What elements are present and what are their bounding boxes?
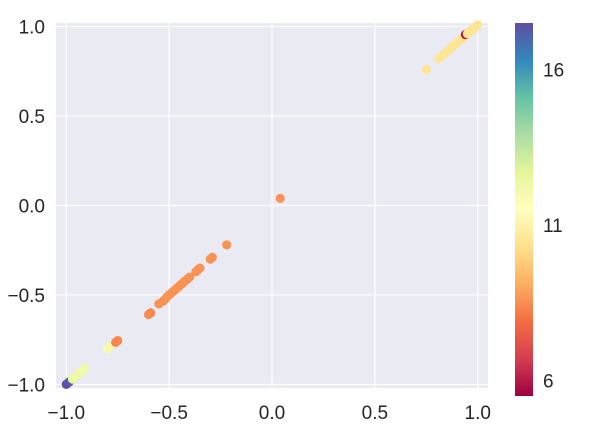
colorbar	[515, 23, 533, 396]
data-point	[207, 252, 217, 262]
data-point	[146, 308, 156, 318]
data-points	[61, 20, 483, 390]
data-point	[275, 193, 285, 203]
data-point	[222, 240, 232, 250]
data-point	[113, 335, 123, 346]
data-point	[421, 64, 431, 75]
x-tick-label: −1.0	[48, 403, 86, 424]
colorbar-ticks: 6 11 16	[543, 61, 564, 393]
x-axis-ticks: −1.0 −0.5 0.0 0.5 1.0	[48, 403, 491, 424]
data-point	[473, 20, 483, 30]
x-tick-label: 0.0	[259, 403, 285, 424]
colorbar-tick-label: 11	[543, 216, 563, 237]
colorbar-tick-label: 6	[543, 371, 554, 392]
grid-lines	[56, 23, 488, 388]
y-tick-label: 0.5	[19, 107, 45, 128]
colorbar-tick-label: 16	[543, 61, 564, 82]
data-point	[195, 263, 205, 273]
y-tick-label: −0.5	[7, 286, 45, 307]
x-tick-label: 0.5	[362, 403, 388, 424]
y-tick-label: −1.0	[7, 375, 45, 396]
data-point	[185, 272, 195, 282]
y-axis-ticks: −1.0 −0.5 0.0 0.5 1.0	[7, 18, 45, 397]
y-tick-label: 1.0	[19, 18, 45, 39]
y-tick-label: 0.0	[19, 197, 45, 218]
x-tick-label: 1.0	[465, 403, 491, 424]
x-tick-label: −0.5	[150, 403, 188, 424]
data-point	[80, 363, 90, 373]
